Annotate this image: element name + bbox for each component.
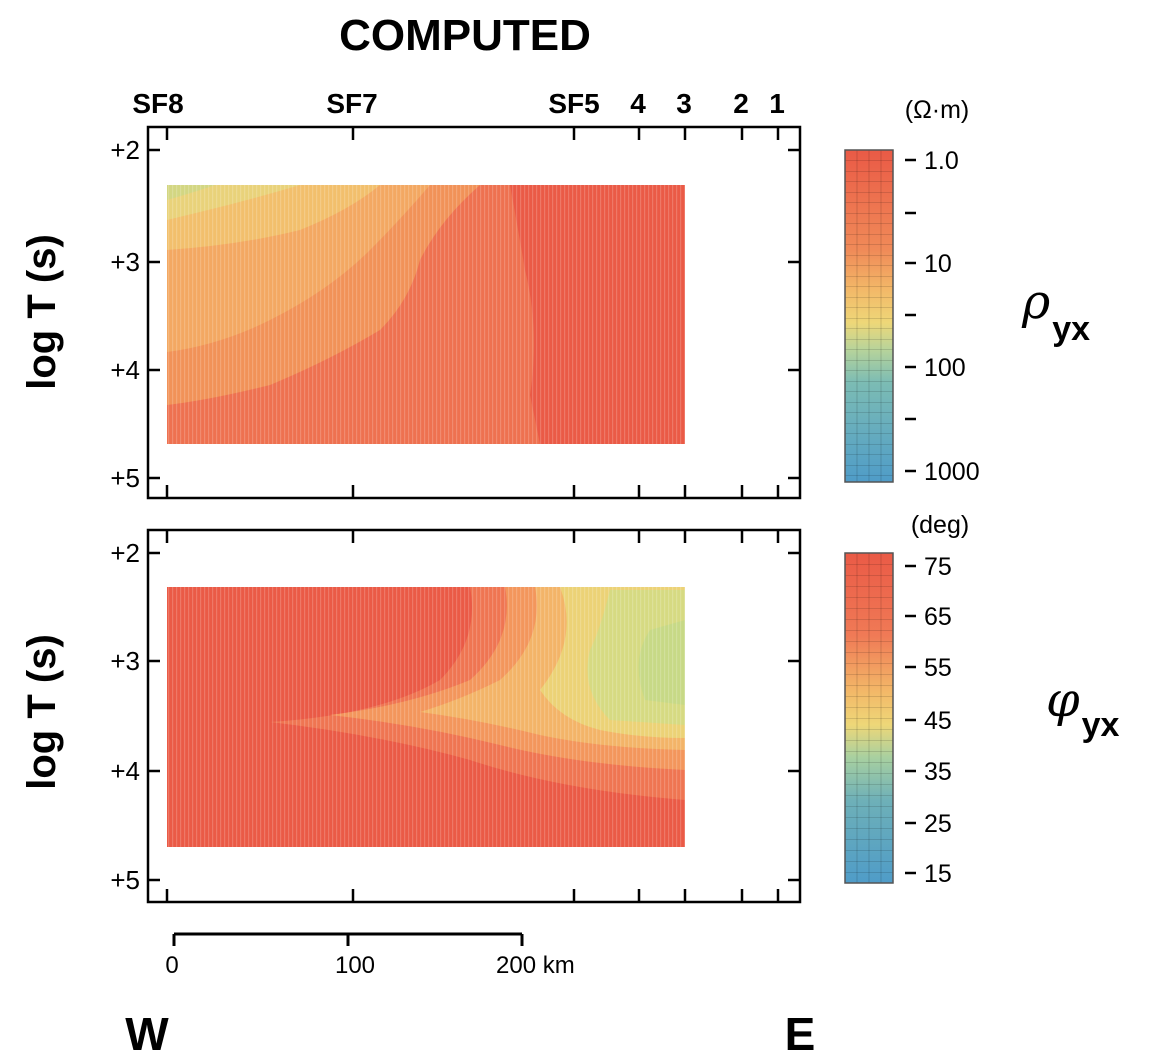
station-label-sf8: SF8 [132,88,183,119]
resistivity-ytick-label-2: +2 [110,135,140,165]
resistivity-colorbar-frame [844,149,894,483]
scale-label-200km: 200 km [496,952,575,979]
phase-y-axis-label: log T (s) [20,634,64,790]
resistivity-subscript: yx [1052,310,1090,348]
resistivity-unit-label: (Ω·m) [905,96,970,124]
resistivity-frame [146,125,802,500]
phase-frame [146,528,802,904]
resistivity-colorbar-label-10: 10 [924,250,952,278]
phase-symbol: φyx [1046,672,1120,744]
station-label-2: 2 [733,88,749,119]
phase-colorbar-label-25: 25 [924,810,952,838]
west-label: W [125,1008,169,1058]
resistivity-colorbar: 1.0 10 100 1000 (Ω·m) ρyx [844,96,1090,486]
resistivity-ytick-label-5: +5 [110,463,140,493]
scale-bar: 0 100 200 km [165,932,575,979]
resistivity-xticks [165,127,780,498]
resistivity-heatmap [167,185,685,444]
phase-ytick-label-3: +3 [110,646,140,676]
phase-unit-label: (deg) [911,511,969,539]
phase-panel: +2 +3 +4 +5 log T (s) [20,528,802,904]
resistivity-colorbar-label-1000: 1000 [924,458,980,486]
phase-colorbar-label-45: 45 [924,707,952,735]
station-label-4: 4 [630,88,646,119]
phase-colorbar-label-55: 55 [924,654,952,682]
scale-label-100: 100 [335,952,375,979]
phase-colorbar-label-15: 15 [924,860,952,888]
stripe-overlay [167,185,685,444]
resistivity-ytick-label-3: +3 [110,247,140,277]
phase-xticks [165,530,780,902]
resistivity-ytick-label-4: +4 [110,355,140,385]
station-label-sf7: SF7 [326,88,377,119]
phase-colorbar: 75 65 55 45 35 25 15 (deg) φyx [844,511,1120,888]
resistivity-colorbar-label-1: 1.0 [924,147,959,175]
resistivity-panel: +2 +3 +4 +5 log T (s) [20,125,802,500]
resistivity-y-axis-label: log T (s) [20,234,64,390]
station-labels: SF8 SF7 SF5 4 3 2 1 [132,88,784,119]
phi-symbol: φ [1046,672,1080,728]
station-label-1: 1 [769,88,785,119]
phase-colorbar-frame [844,552,894,884]
phase-ytick-label-2: +2 [110,538,140,568]
resistivity-symbol: ρyx [1021,274,1090,348]
chart-title: COMPUTED [339,11,591,60]
resistivity-colorbar-label-100: 100 [924,354,966,382]
resistivity-colorbar-grid [845,150,893,482]
phase-stripe-overlay [167,587,685,847]
phase-ytick-label-4: +4 [110,756,140,786]
phase-colorbar-ticks [905,564,916,875]
phase-colorbar-label-75: 75 [924,553,952,581]
east-label: E [785,1008,816,1058]
station-label-sf5: SF5 [548,88,599,119]
phase-colorbar-label-65: 65 [924,603,952,631]
phase-heatmap [167,587,685,847]
phase-ytick-label-5: +5 [110,865,140,895]
resistivity-colorbar-ticks [905,158,916,473]
station-label-3: 3 [676,88,692,119]
phase-colorbar-label-35: 35 [924,758,952,786]
phase-colorbar-grid [845,553,893,883]
phase-subscript: yx [1082,706,1120,744]
scale-label-0: 0 [165,952,178,979]
phase-yticks [148,551,800,882]
resistivity-yticks [148,148,800,480]
rho-symbol: ρ [1021,274,1050,330]
